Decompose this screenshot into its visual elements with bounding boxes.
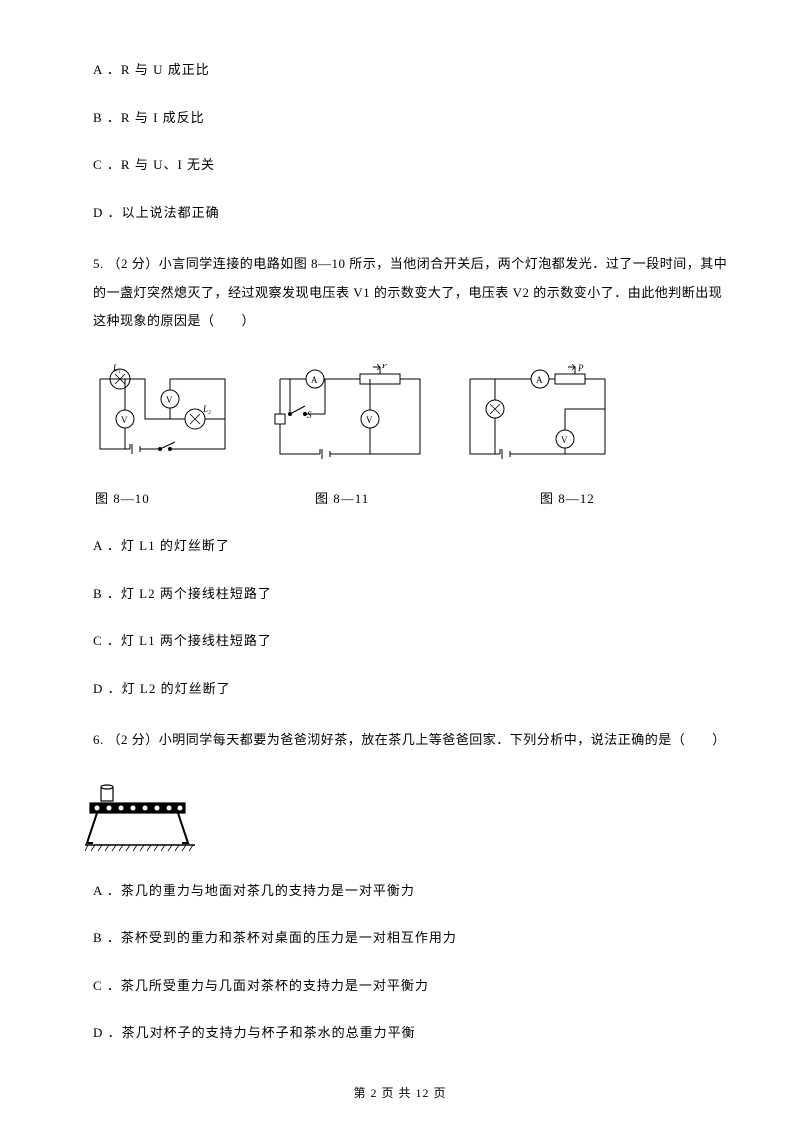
q6-option-a: A ．茶几的重力与地面对茶几的支持力是一对平衡力	[65, 881, 735, 901]
fig-label-8-10: 图 8—10	[85, 489, 305, 509]
svg-text:V: V	[166, 395, 173, 405]
q4-option-d: D ．以上说法都正确	[65, 203, 735, 223]
svg-text:P: P	[381, 364, 388, 370]
fig-label-8-11: 图 8—11	[305, 489, 520, 509]
q5-text-content: 5. （2 分）小言同学连接的电路如图 8—10 所示，当他闭合开关后，两个灯泡…	[93, 256, 727, 328]
svg-text:A: A	[536, 375, 543, 385]
circuit-8-11: A P S V	[265, 364, 445, 469]
svg-text:L₁: L₁	[112, 364, 121, 373]
q6-text-content: 6. （2 分）小明同学每天都要为爸爸沏好茶，放在茶几上等爸爸回家．下列分析中，…	[93, 732, 726, 747]
svg-text:V: V	[561, 435, 568, 445]
svg-text:S: S	[307, 410, 312, 420]
fig-label-8-12: 图 8—12	[520, 489, 595, 509]
q6-option-c: C ．茶几所受重力与几面对茶杯的支持力是一对平衡力	[65, 976, 735, 996]
q6-option-b: B ．茶杯受到的重力和茶杯对桌面的压力是一对相互作用力	[65, 928, 735, 948]
q4-option-a: A ．R 与 U 成正比	[65, 60, 735, 80]
circuit-labels-row: 图 8—10 图 8—11 图 8—12	[85, 489, 735, 509]
tea-table-figure	[85, 783, 735, 853]
svg-text:L₂: L₂	[202, 404, 211, 414]
svg-text:V: V	[366, 415, 373, 425]
circuit-8-12: A P V	[455, 364, 625, 469]
q5-option-c: C ．灯 L1 两个接线柱短路了	[65, 631, 735, 651]
circuit-diagrams-row: L₁ L₂ V V A	[85, 364, 735, 469]
svg-text:V: V	[121, 415, 128, 425]
svg-text:P: P	[577, 364, 584, 373]
q5-option-a: A ．灯 L1 的灯丝断了	[65, 536, 735, 556]
q4-option-c: C ．R 与 U、I 无关	[65, 155, 735, 175]
q5-text: 5. （2 分）小言同学连接的电路如图 8—10 所示，当他闭合开关后，两个灯泡…	[65, 250, 735, 336]
q6-text: 6. （2 分）小明同学每天都要为爸爸沏好茶，放在茶几上等爸爸回家．下列分析中，…	[65, 726, 735, 755]
svg-text:A: A	[311, 375, 318, 385]
circuit-8-10: L₁ L₂ V V	[85, 364, 255, 469]
q6-option-d: D ．茶几对杯子的支持力与杯子和茶水的总重力平衡	[65, 1023, 735, 1043]
page-footer: 第 2 页 共 12 页	[0, 1084, 800, 1102]
q5-option-d: D ．灯 L2 的灯丝断了	[65, 679, 735, 699]
q4-option-b: B ．R 与 I 成反比	[65, 108, 735, 128]
q5-option-b: B ．灯 L2 两个接线柱短路了	[65, 584, 735, 604]
